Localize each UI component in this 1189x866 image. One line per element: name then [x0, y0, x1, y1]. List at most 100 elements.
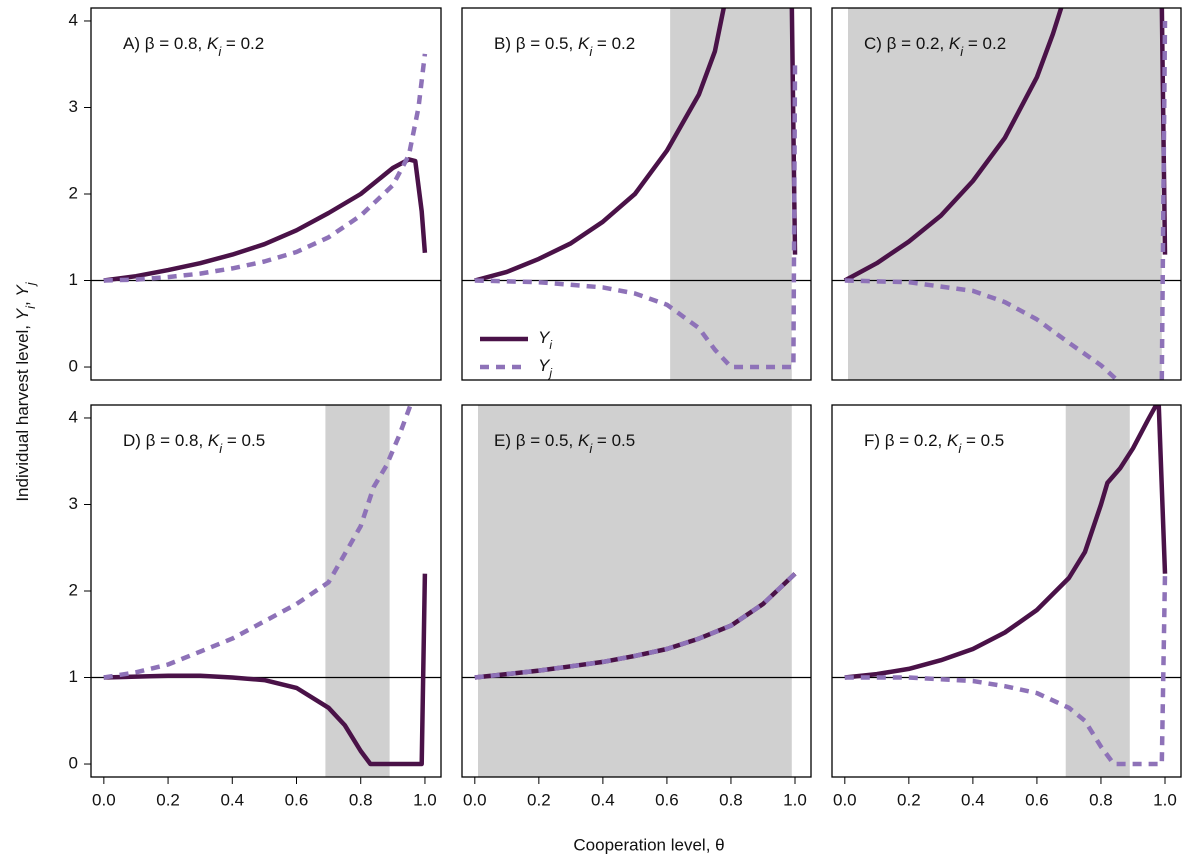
panel: E) β = 0.5, Ki = 0.5 0.0 0.2 0.4 0.6 0.8 1.0 — [461, 404, 812, 809]
y-tick-label: 1 — [69, 270, 78, 289]
series-line — [474, 64, 798, 370]
panel-title: F) β = 0.2, Ki = 0.5 — [864, 431, 1004, 455]
text-part: B) β = 0.5, — [494, 34, 578, 53]
x-tick-label: 0.4 — [220, 790, 244, 809]
panel-title: D) β = 0.8, Ki = 0.5 — [123, 431, 265, 455]
text-part: K — [947, 431, 959, 450]
panel-title: C) β = 0.2, Ki = 0.2 — [864, 34, 1006, 58]
plot-area — [462, 405, 811, 777]
series-line — [844, 573, 1168, 767]
series-line — [103, 405, 413, 680]
panel-frame — [831, 404, 1182, 778]
x-tick-label: 0.4 — [961, 790, 985, 809]
shaded-region — [670, 8, 792, 380]
text-part: i — [219, 441, 223, 456]
text-part: E) β = 0.5, — [494, 431, 578, 450]
panel-title: B) β = 0.5, Ki = 0.2 — [494, 34, 635, 58]
panel-frame — [461, 7, 812, 381]
x-tick-label: 0.2 — [527, 790, 551, 809]
text-part: = 0.5 — [592, 431, 635, 450]
y-tick-label: 4 — [69, 407, 78, 426]
text-part: i — [589, 44, 593, 59]
plot-area — [91, 53, 441, 283]
text-part: i — [589, 441, 593, 456]
y-tick-label: 0 — [69, 754, 78, 773]
shaded-region — [1065, 405, 1130, 777]
x-tick-label: 0.6 — [655, 790, 679, 809]
text-part: K — [578, 34, 590, 53]
x-tick-label: 0.6 — [1025, 790, 1049, 809]
text-part: = 0.2 — [221, 34, 264, 53]
series-line — [103, 573, 428, 767]
panel-frame — [461, 404, 812, 778]
text-part: i — [958, 441, 962, 456]
text-part: F) β = 0.2, — [864, 431, 947, 450]
x-axis-label: Cooperation level, θ — [573, 835, 724, 854]
legend-label: Yi — [538, 328, 552, 352]
x-tick-label: 1.0 — [1153, 790, 1177, 809]
panel: D) β = 0.8, Ki = 0.5 0 1 2 3 4 0.0 0.2 0.4 0.6 0.8… — [69, 404, 442, 809]
panel-frame — [831, 7, 1182, 381]
text-part: i — [23, 305, 38, 309]
y-tick-label: 3 — [69, 97, 78, 116]
text-part: j — [23, 281, 38, 287]
panel-title: E) β = 0.5, Ki = 0.5 — [494, 431, 635, 455]
shaded-region — [325, 405, 390, 777]
panel: A) β = 0.8, Ki = 0.2 0 1 2 3 4 — [69, 7, 442, 381]
text-part: C) β = 0.2, — [864, 34, 949, 53]
x-tick-label: 1.0 — [413, 790, 437, 809]
series-line — [844, 405, 1168, 680]
legend-label: Yj — [538, 356, 552, 380]
x-tick-label: 0.4 — [591, 790, 615, 809]
x-tick-label: 0.2 — [156, 790, 180, 809]
text-part: Y — [13, 284, 32, 297]
text-part: i — [960, 44, 964, 59]
shaded-region — [848, 8, 1162, 380]
text-part: K — [207, 34, 219, 53]
text-part: Y — [13, 307, 32, 320]
plot-area — [91, 405, 441, 777]
plot-area — [832, 405, 1181, 777]
text-part: K — [949, 34, 961, 53]
panel-title: A) β = 0.8, Ki = 0.2 — [123, 34, 264, 58]
y-tick-label: 2 — [69, 580, 78, 599]
y-tick-label: 2 — [69, 183, 78, 202]
panel: C) β = 0.2, Ki = 0.2 — [831, 7, 1182, 381]
x-tick-label: 0.0 — [463, 790, 487, 809]
x-tick-label: 0.8 — [719, 790, 743, 809]
text-part: , — [13, 297, 32, 306]
x-tick-label: 0.8 — [1089, 790, 1113, 809]
text-part: A) β = 0.8, — [123, 34, 207, 53]
y-tick-label: 3 — [69, 494, 78, 513]
text-part: = 0.5 — [222, 431, 265, 450]
text-part: i — [218, 44, 222, 59]
text-part: K — [208, 431, 220, 450]
panel: B) β = 0.5, Ki = 0.2 Yi Yj — [461, 7, 812, 381]
series-line — [103, 157, 428, 283]
text-part: = 0.5 — [961, 431, 1004, 450]
text-part: = 0.2 — [592, 34, 635, 53]
x-tick-label: 0.6 — [285, 790, 309, 809]
text-part: D) β = 0.8, — [123, 431, 208, 450]
y-tick-label: 1 — [69, 667, 78, 686]
plot-area — [832, 8, 1181, 380]
text-part: Individual harvest level, — [13, 320, 32, 501]
series-line — [844, 20, 1168, 380]
panel: F) β = 0.2, Ki = 0.5 0.0 0.2 0.4 0.6 0.8 1.0 — [831, 404, 1182, 809]
text-part: = 0.2 — [963, 34, 1006, 53]
series-line — [103, 53, 428, 283]
x-tick-label: 0.8 — [349, 790, 373, 809]
x-tick-label: 1.0 — [783, 790, 807, 809]
x-tick-label: 0.0 — [833, 790, 857, 809]
y-tick-label: 4 — [69, 10, 78, 29]
series-line — [474, 572, 797, 680]
x-tick-label: 0.2 — [897, 790, 921, 809]
shaded-region — [478, 405, 792, 777]
text-part: K — [578, 431, 590, 450]
x-tick-label: 0.0 — [92, 790, 116, 809]
y-axis-label: Individual harvest level, Yi, Yj — [13, 281, 37, 501]
y-tick-label: 0 — [69, 357, 78, 376]
panel-frame — [90, 7, 442, 381]
plot-area — [462, 8, 811, 380]
